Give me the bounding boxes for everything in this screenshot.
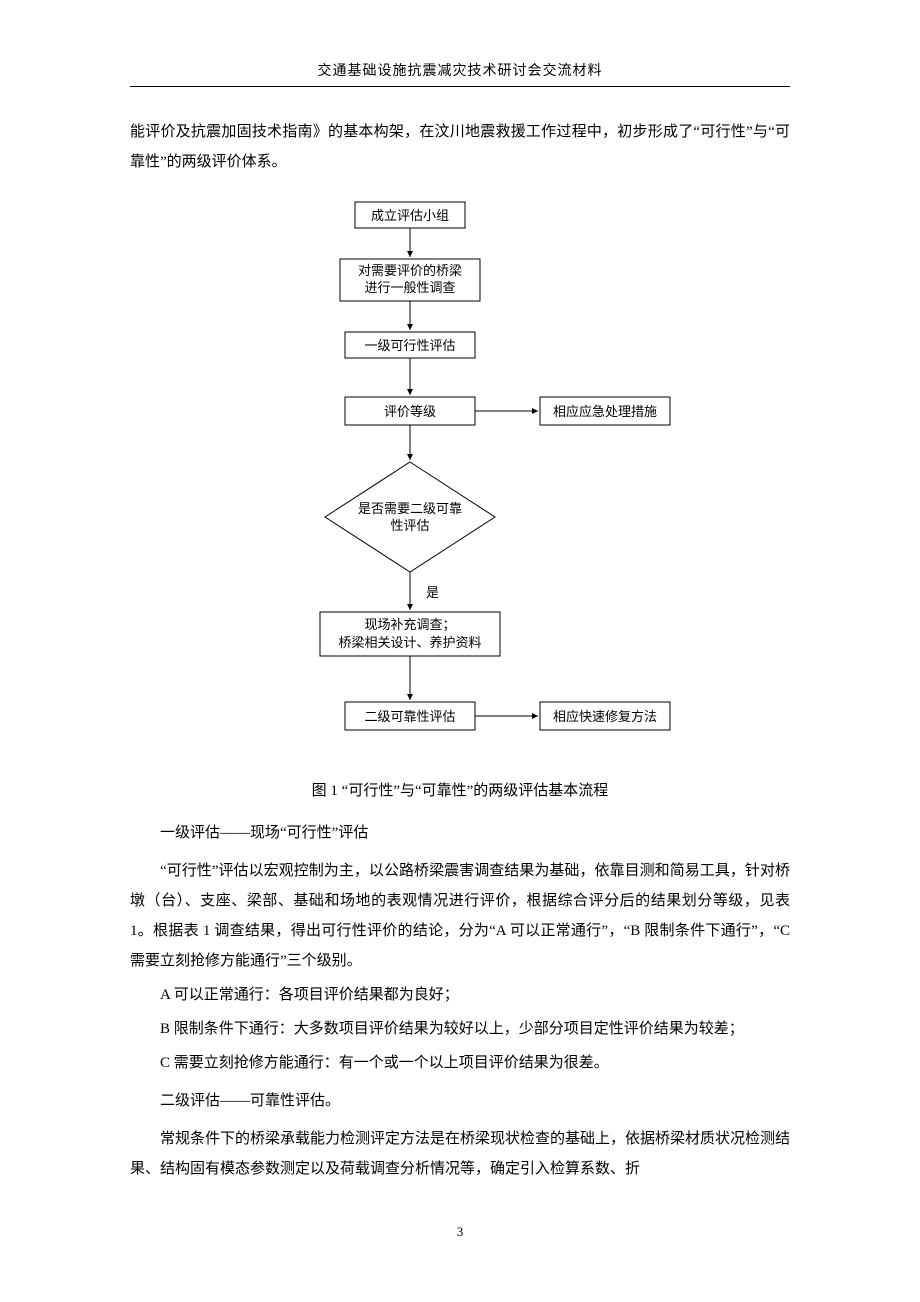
item-b: B 限制条件下通行：大多数项目评价结果为较好以上，少部分项目定性评价结果为较差；: [130, 1014, 790, 1044]
section2-heading: 二级评估——可靠性评估。: [130, 1086, 790, 1116]
flow-node-6-label-a: 现场补充调查；: [364, 617, 455, 633]
figure-caption: 图 1 “可行性”与“可靠性”的两级评估基本流程: [130, 779, 790, 800]
flow-decision-label-a: 是否需要二级可靠: [358, 501, 462, 516]
flow-node-2-label-b: 进行一般性调查: [364, 280, 455, 295]
page-number: 3: [130, 1224, 790, 1240]
document-page: 交通基础设施抗震减灾技术研讨会交流材料 能评价及抗震加固技术指南》的基本构架，在…: [0, 0, 920, 1280]
flow-node-7-label: 二级可靠性评估: [364, 709, 455, 724]
flow-node-4-label: 评价等级: [384, 404, 436, 419]
item-a: A 可以正常通行：各项目评价结果都为良好；: [130, 980, 790, 1010]
flowchart-diagram: 成立评估小组 对需要评价的桥梁 进行一般性调查 一级可行性评估 评价等级 相应应…: [240, 197, 680, 767]
flow-node-3-label: 一级可行性评估: [364, 338, 455, 353]
flow-decision-yes: 是: [426, 585, 439, 600]
page-header: 交通基础设施抗震减灾技术研讨会交流材料: [130, 60, 790, 87]
flow-decision-label-b: 性评估: [390, 518, 429, 533]
section1-paragraph: “可行性”评估以宏观控制为主，以公路桥梁震害调查结果为基础，依靠目测和简易工具，…: [130, 856, 790, 976]
item-c: C 需要立刻抢修方能通行：有一个或一个以上项目评价结果为很差。: [130, 1048, 790, 1078]
section1-heading: 一级评估——现场“可行性”评估: [130, 818, 790, 848]
section2-paragraph: 常规条件下的桥梁承载能力检测评定方法是在桥梁现状检查的基础上，依据桥梁材质状况检…: [130, 1124, 790, 1184]
flow-node-6-label-b: 桥梁相关设计、养护资料: [338, 635, 481, 650]
flow-node-7-side-label: 相应快速修复方法: [553, 709, 657, 724]
flow-node-1-label: 成立评估小组: [371, 208, 449, 223]
flow-node-2-label-a: 对需要评价的桥梁: [358, 263, 462, 278]
flow-node-4-side-label: 相应应急处理措施: [553, 404, 657, 419]
intro-paragraph: 能评价及抗震加固技术指南》的基本构架，在汶川地震救援工作过程中，初步形成了“可行…: [130, 117, 790, 177]
flow-decision: [325, 462, 495, 572]
